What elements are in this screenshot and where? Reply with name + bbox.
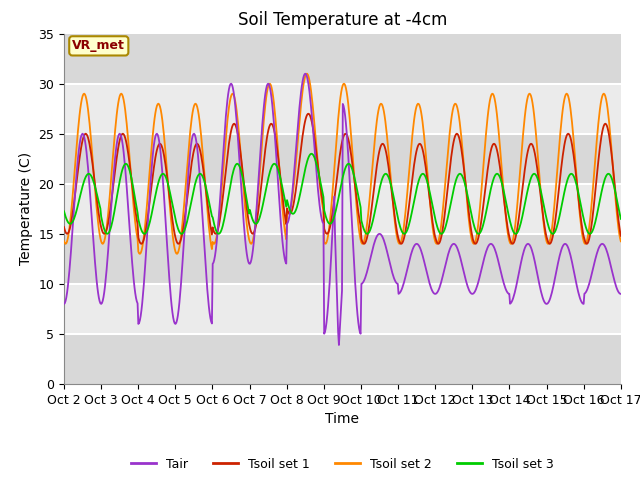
Bar (64, 34, 621, 84)
Bar (64, 134, 621, 184)
Bar (64, 184, 621, 234)
Bar (64, 284, 621, 334)
Bar (64, 234, 621, 284)
Bar (64, 334, 621, 384)
X-axis label: Time: Time (325, 412, 360, 426)
Bar (64, 84, 621, 134)
Text: VR_met: VR_met (72, 39, 125, 52)
Y-axis label: Temperature (C): Temperature (C) (19, 152, 33, 265)
Title: Soil Temperature at -4cm: Soil Temperature at -4cm (237, 11, 447, 29)
Legend: Tair, Tsoil set 1, Tsoil set 2, Tsoil set 3: Tair, Tsoil set 1, Tsoil set 2, Tsoil se… (126, 453, 559, 476)
